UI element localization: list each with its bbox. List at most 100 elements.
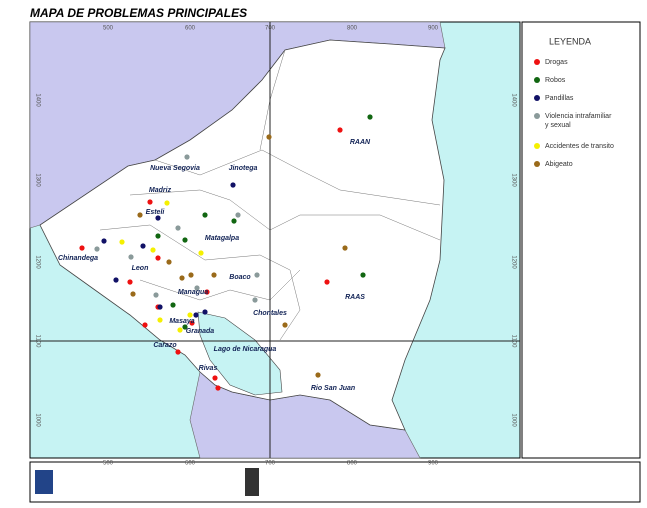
problem-dot [182,324,188,330]
problem-dot [342,245,348,251]
bottom-tick-label: 700 [265,461,276,467]
legend-swatch [534,77,540,83]
place-label: RAAS [345,294,365,301]
place-label: Rivas [199,365,218,372]
problem-dot [266,134,272,140]
place-label: Leon [132,265,149,272]
problem-dot [188,272,194,278]
problem-dot [324,279,330,285]
map-title: MAPA DE PROBLEMAS PRINCIPALES [30,6,247,20]
place-label: Boaco [229,274,251,281]
legend-swatch [534,59,540,65]
problem-dot [170,302,176,308]
place-label: Rio San Juan [311,385,355,392]
problem-dot [202,309,208,315]
left-tick-label: 1200 [34,255,40,269]
problem-dot [254,272,260,278]
problem-dot [230,182,236,188]
problem-dot [137,212,143,218]
problem-dot [187,312,193,318]
place-label: Carazo [153,342,177,349]
problem-dot [194,285,200,291]
right-tick-label: 1400 [510,93,516,107]
problem-dot [130,291,136,297]
top-tick-label: 500 [103,26,114,32]
problem-dot [177,327,183,333]
problem-dot [202,212,208,218]
legend-swatch [534,113,540,119]
problem-dot [182,237,188,243]
place-label: Jinotega [229,165,258,172]
nicaragua [39,39,446,431]
left-tick-label: 1100 [34,335,40,349]
left-tick-label: 1000 [34,413,40,427]
top-tick-label: 600 [185,26,196,32]
problem-dot [128,254,134,260]
problem-dot [211,272,217,278]
place-label: Chontales [253,310,287,317]
legend-label: Abigeato [545,161,573,168]
problem-dot [153,292,159,298]
place-label: Lago de Nicaragua [214,346,277,353]
problem-dot [142,322,148,328]
problem-dot [101,238,107,244]
logo [35,470,53,494]
legend-label: Drogas [545,59,568,66]
problem-dot [235,212,241,218]
problem-dot [157,304,163,310]
problem-dot [282,322,288,328]
problem-dot [198,250,204,256]
problem-dot [360,272,366,278]
legend-swatch [534,95,540,101]
legend-label: Accidentes de transito [545,143,614,150]
right-tick-label: 1100 [510,335,516,349]
bottom-tick-label: 900 [428,461,439,467]
problem-dot [175,225,181,231]
left-tick-label: 1400 [34,93,40,107]
problem-dot [231,218,237,224]
problem-dot [127,279,133,285]
legend-panel [521,21,641,459]
problem-dot [204,289,210,295]
place-label: Nueva Segovia [150,165,200,172]
problem-dot [94,246,100,252]
legend-label: Violencia intrafamiliar y sexual [545,113,612,129]
top-tick-label: 700 [265,26,276,32]
right-tick-label: 1200 [510,255,516,269]
legend-label: Robos [545,77,566,84]
place-label: RAAN [350,139,371,146]
bottom-tick-label: 500 [103,461,114,467]
legend-swatch [534,161,540,167]
problem-dot [113,277,119,283]
bottom-tick-label: 800 [347,461,358,467]
problem-dot [155,215,161,221]
footer [29,461,641,503]
problem-dot [150,247,156,253]
problem-dot [166,259,172,265]
place-label: Managua [178,289,208,296]
problem-dot [175,349,181,355]
problem-dot [155,233,161,239]
problem-dot [147,199,153,205]
logo [245,468,259,496]
place-label: Masaya [169,318,194,325]
problem-dot [215,385,221,391]
left-tick-label: 1300 [34,173,40,187]
problem-dot [179,275,185,281]
bottom-tick-label: 600 [185,461,196,467]
problem-dot [337,127,343,133]
problem-dot [184,154,190,160]
place-label: Chinandega [58,255,98,262]
problem-dot [193,312,199,318]
problem-dot [315,372,321,378]
lake [197,311,283,396]
legend-swatch [534,143,540,149]
problem-dot [189,320,195,326]
place-label: Granada [186,328,215,335]
problem-dot [212,375,218,381]
legend-label: Pandillas [545,95,574,102]
right-tick-label: 1000 [510,413,516,427]
problem-dot [367,114,373,120]
problem-dot [119,239,125,245]
